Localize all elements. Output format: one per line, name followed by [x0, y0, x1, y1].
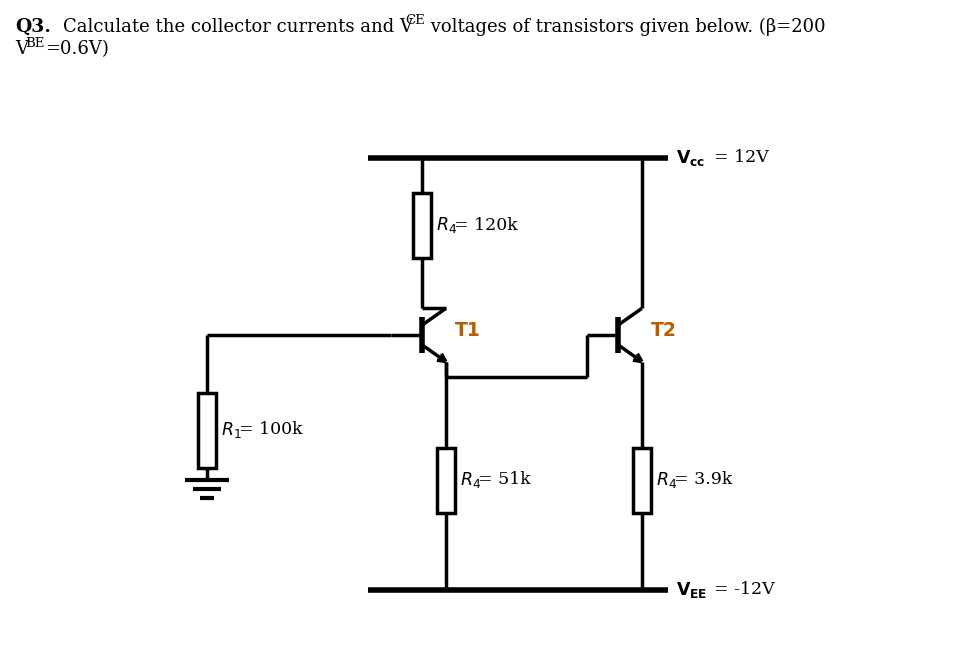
Text: =0.6V): =0.6V) — [45, 40, 109, 58]
Text: $R_4$: $R_4$ — [436, 215, 457, 235]
Text: = 12V: = 12V — [714, 150, 769, 167]
Text: = 100k: = 100k — [239, 421, 302, 439]
Text: Calculate the collector currents and V: Calculate the collector currents and V — [63, 18, 413, 36]
Text: = 3.9k: = 3.9k — [674, 471, 732, 488]
Text: T2: T2 — [651, 321, 677, 340]
Text: = 120k: = 120k — [454, 217, 518, 234]
Text: CE: CE — [405, 14, 425, 27]
Text: $R_4$: $R_4$ — [460, 470, 481, 490]
Text: voltages of transistors given below. (β=200: voltages of transistors given below. (β=… — [425, 18, 825, 37]
Text: V: V — [15, 40, 28, 58]
Bar — [436, 447, 455, 513]
Bar — [413, 193, 431, 257]
Text: $R_4$: $R_4$ — [656, 470, 677, 490]
Text: = 51k: = 51k — [478, 471, 531, 488]
Text: $\mathbf{V_{cc}}$: $\mathbf{V_{cc}}$ — [676, 148, 706, 168]
Text: BE: BE — [25, 37, 45, 50]
Text: = -12V: = -12V — [714, 582, 775, 599]
Bar — [633, 447, 651, 513]
Text: $\mathbf{V_{EE}}$: $\mathbf{V_{EE}}$ — [676, 580, 708, 600]
Text: T1: T1 — [455, 321, 481, 340]
Bar — [198, 392, 216, 468]
Text: Q3.: Q3. — [15, 18, 51, 36]
Text: $R_1$: $R_1$ — [221, 420, 242, 440]
